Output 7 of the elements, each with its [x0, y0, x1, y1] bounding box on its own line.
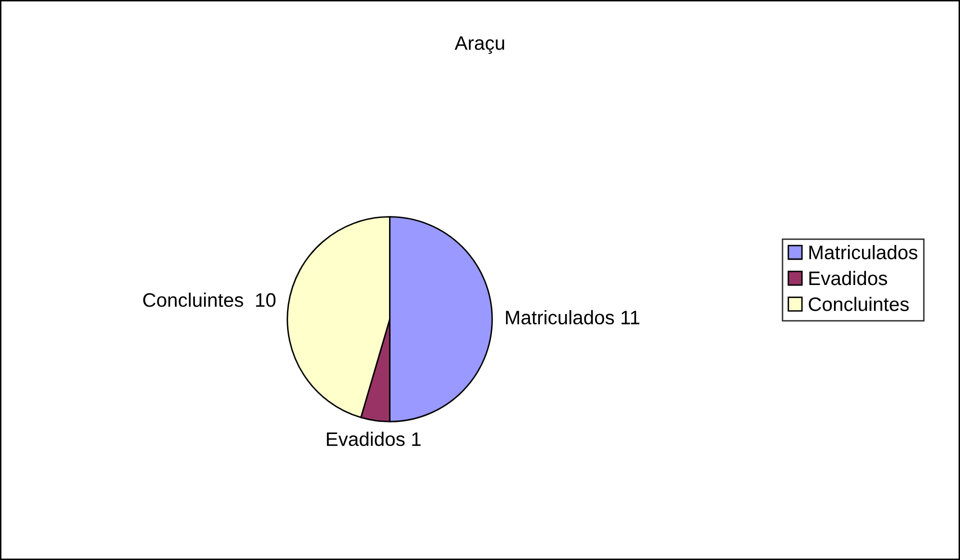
data-label: Concluintes 10 — [143, 292, 276, 307]
chart-title: Araçu — [454, 36, 504, 54]
legend-label: Matriculados — [809, 245, 918, 260]
legend-label: Evadidos — [809, 270, 888, 286]
legend-label: Concluintes — [808, 296, 909, 312]
data-label: Evadidos 1 — [326, 432, 421, 446]
data-label: Matriculados 11 — [506, 310, 640, 324]
